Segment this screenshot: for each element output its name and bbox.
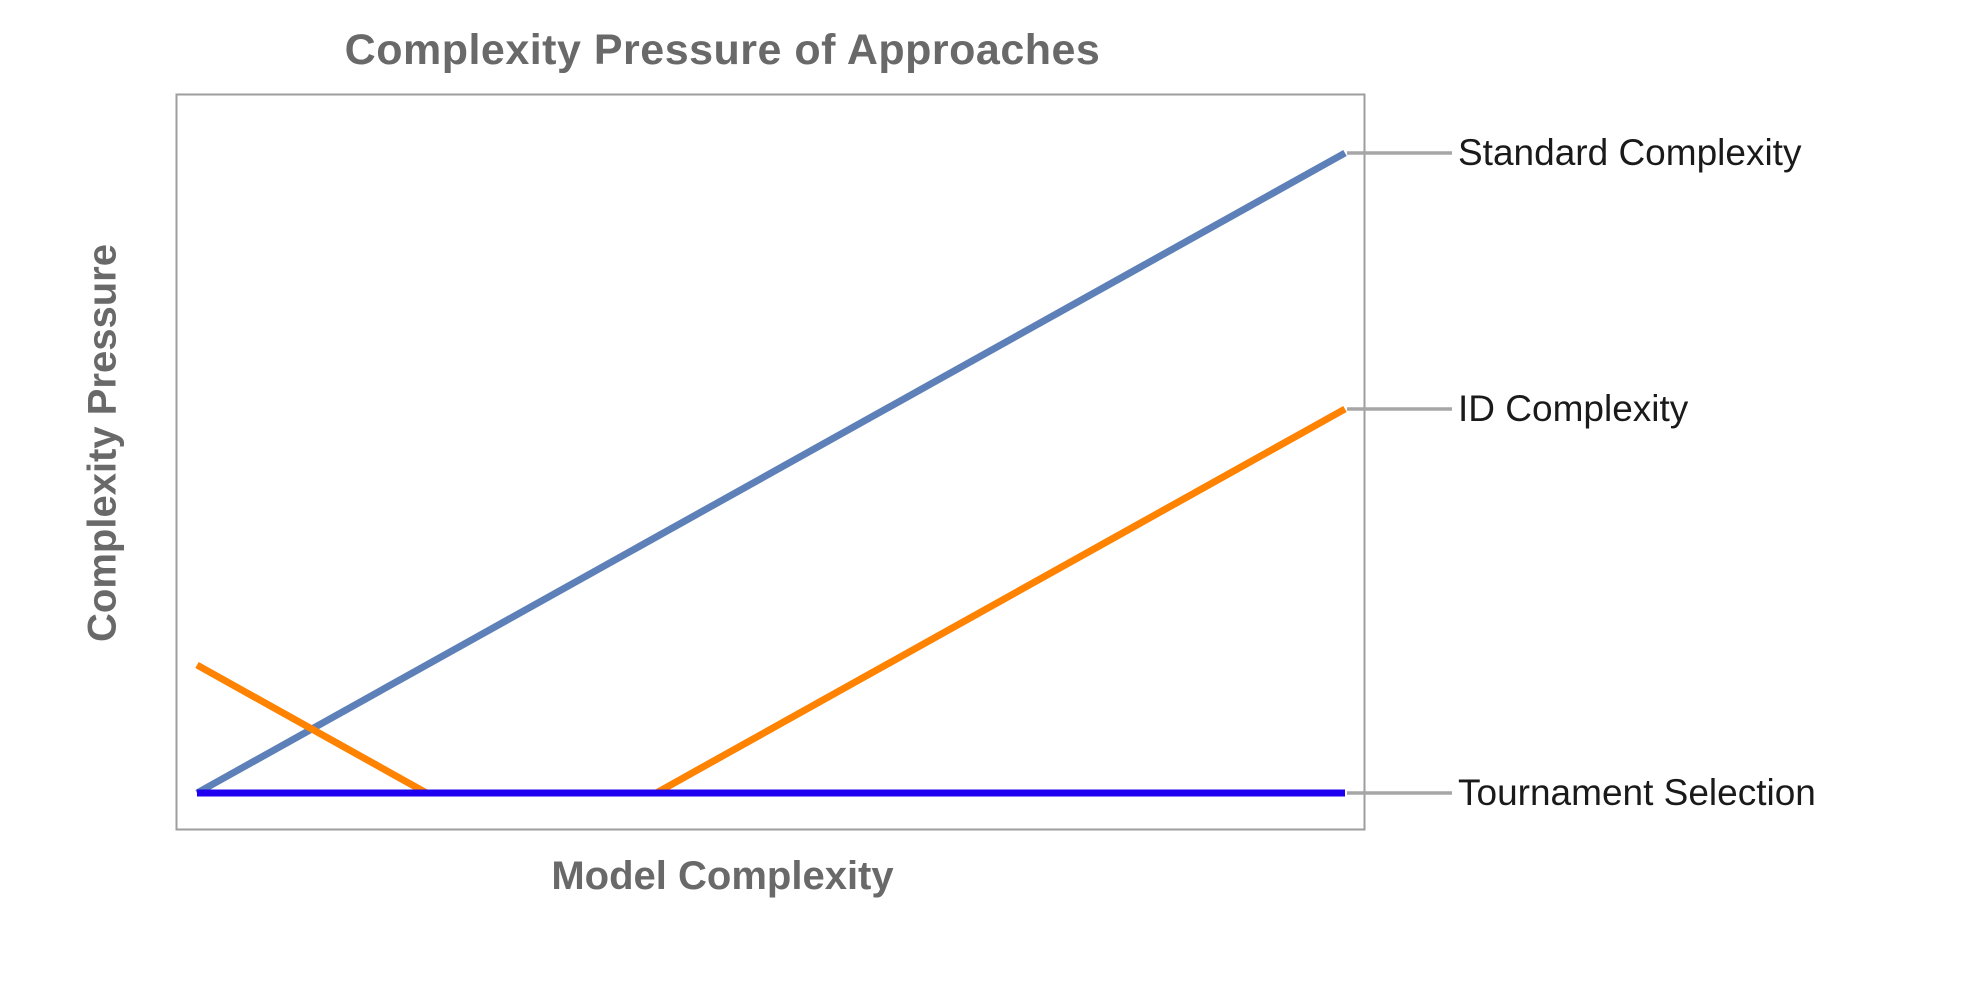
x-axis-label: Model Complexity [551, 854, 894, 898]
plot-border [175, 93, 1366, 831]
series-label-tournament-selection: Tournament Selection [1458, 772, 1816, 813]
chart-title: Complexity Pressure of Approaches [344, 26, 1101, 74]
series-line-0 [195, 149, 1347, 797]
series-label-id-complexity: ID Complexity [1458, 388, 1689, 429]
series-label-standard-complexity: Standard Complexity [1458, 132, 1802, 173]
